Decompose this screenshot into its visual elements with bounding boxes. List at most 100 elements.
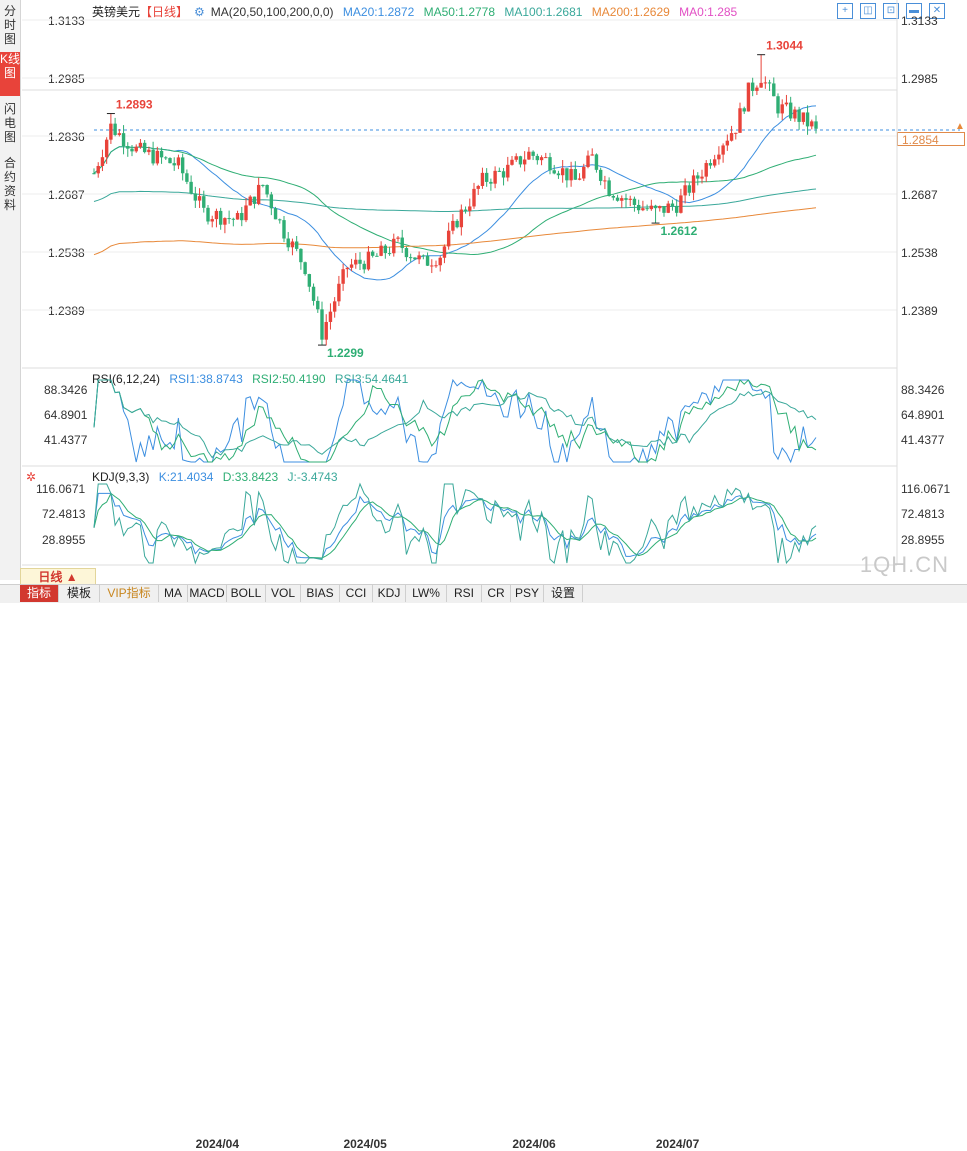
settings-icon[interactable]: ⚙ [194, 5, 205, 19]
candle-body [628, 198, 632, 200]
tab-vol[interactable]: VOL [266, 585, 301, 602]
ma0-value: MA0:1.285 [679, 5, 738, 19]
candle-body [117, 133, 122, 135]
k-value: K:21.4034 [158, 470, 214, 484]
candle-body [620, 198, 624, 201]
candle-body [514, 156, 518, 160]
candle-body [506, 164, 510, 178]
tab-time-chart[interactable]: 分时图 [3, 4, 16, 46]
candlestick-chart: 1.2893 1.2299 1.3044 1.2612 [22, 0, 960, 566]
candle-body [265, 184, 269, 195]
tab-flash-chart[interactable]: 闪电图 [3, 102, 16, 144]
candle-body [750, 82, 755, 91]
tab-templates[interactable]: 模板 [59, 585, 100, 602]
y-tick: 1.2836 [48, 130, 85, 144]
x-tick: 2024/06 [512, 1137, 556, 1151]
rsi-tick: 88.3426 [44, 383, 88, 397]
candle-body [810, 121, 814, 127]
y-tick: 1.2538 [48, 246, 85, 260]
rsi-legend: RSI(6,12,24) RSI1:38.8743 RSI2:50.4190 R… [92, 372, 414, 386]
tab-contract-info[interactable]: 合约资料 [3, 156, 16, 212]
tab-rsi[interactable]: RSI [447, 585, 482, 602]
candle-body [582, 166, 586, 179]
candle-body [776, 96, 780, 114]
candle-body [392, 238, 396, 254]
y-tick: 1.2389 [901, 304, 938, 318]
kdj-tick: 116.0671 [901, 482, 951, 496]
candle-body [142, 142, 147, 153]
tab-macd[interactable]: MACD [188, 585, 227, 602]
ma-params: MA(20,50,100,200,0,0) [210, 5, 334, 19]
candle-body [370, 251, 375, 256]
y-tick: 1.3133 [901, 14, 938, 28]
y-tick: 1.2389 [48, 304, 85, 318]
extreme-label: 1.3044 [766, 39, 803, 53]
candle-body [658, 206, 662, 209]
candle-body [446, 230, 451, 247]
candle-body [396, 237, 400, 239]
candle-body [159, 150, 164, 158]
candle-body [548, 157, 552, 171]
candle-body [738, 108, 742, 133]
candle-body [518, 156, 523, 165]
candle-body [324, 321, 328, 340]
tab-cr[interactable]: CR [482, 585, 511, 602]
y-tick: 1.3133 [48, 14, 85, 28]
period-selector[interactable]: 日线 ▲ [20, 568, 96, 586]
rsi-params: RSI(6,12,24) [92, 372, 161, 386]
candle-body [662, 206, 666, 213]
candle-body [185, 173, 189, 182]
tab-cci[interactable]: CCI [340, 585, 373, 602]
ma100-line [93, 188, 817, 212]
tab-ma[interactable]: MA [159, 585, 188, 602]
kdj-legend: KDJ(9,3,3) K:21.4034 D:33.8423 J:-3.4743 [92, 470, 344, 484]
tab-psy[interactable]: PSY [511, 585, 544, 602]
candle-body [607, 180, 611, 196]
minimize-icon[interactable]: ▬ [906, 3, 922, 19]
tab-candlestick[interactable]: K线图 [0, 52, 20, 96]
rsi2-value: RSI2:50.4190 [252, 372, 326, 386]
candle-body [193, 193, 198, 201]
tab-lwr[interactable]: LW% [406, 585, 447, 602]
layout-icon[interactable]: ◫ [860, 3, 876, 19]
candle-body [248, 196, 252, 206]
candle-body [611, 195, 616, 198]
candle-body [278, 219, 282, 221]
candle-body [354, 259, 358, 265]
tab-kdj[interactable]: KDJ [373, 585, 406, 602]
candle-body [134, 146, 138, 152]
candle-body [180, 157, 185, 174]
candle-body [468, 206, 472, 211]
candle-body [100, 157, 105, 166]
sidebar-tabs: 分时图 K线图 闪电图 合约资料 [0, 0, 21, 580]
candle-body [362, 263, 366, 270]
candle-body [189, 181, 193, 194]
tab-vip-indicators[interactable]: VIP指标 [100, 585, 159, 602]
tab-boll[interactable]: BOLL [227, 585, 266, 602]
candle-body [316, 300, 320, 310]
symbol-name: 英镑美元 [92, 5, 141, 19]
tab-indicators[interactable]: 指标 [20, 585, 59, 602]
fullscreen-icon[interactable]: ⊡ [883, 3, 899, 19]
kdj-target-icon[interactable]: ✲ [26, 470, 37, 484]
close-icon[interactable]: ✕ [929, 3, 945, 19]
crosshair-icon[interactable]: + [837, 3, 853, 19]
candle-body [223, 218, 227, 225]
j-value: J:-3.4743 [287, 470, 338, 484]
candle-body [282, 220, 286, 239]
candle-body [210, 219, 214, 222]
candle-body [598, 169, 603, 181]
candle-body [138, 142, 143, 147]
candle-body [746, 82, 751, 112]
tab-bias[interactable]: BIAS [301, 585, 340, 602]
d-line [93, 492, 817, 559]
candle-body [573, 169, 578, 180]
candle-body [755, 87, 759, 91]
y-tick: 1.2985 [901, 72, 938, 86]
x-tick: 2024/07 [655, 1137, 700, 1151]
candle-body [666, 203, 670, 213]
candle-body [594, 154, 599, 170]
candle-body [814, 121, 818, 129]
tab-settings[interactable]: 设置 [544, 585, 583, 602]
kdj-tick: 72.4813 [901, 507, 945, 521]
